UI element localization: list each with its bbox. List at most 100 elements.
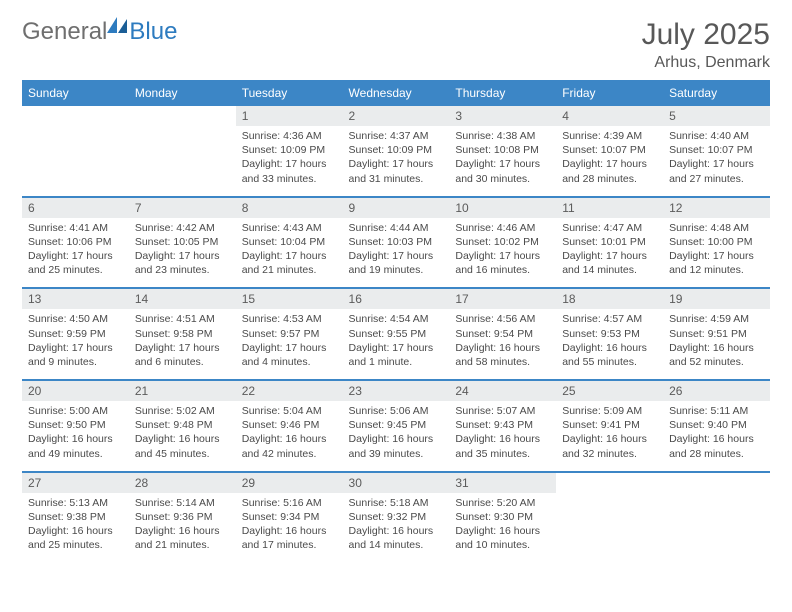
sunrise-line: Sunrise: 5:09 AM [562,404,657,418]
sunset-line: Sunset: 9:57 PM [242,327,337,341]
weekday-header: Monday [129,81,236,105]
sunrise-line: Sunrise: 5:16 AM [242,496,337,510]
sunset-line: Sunset: 10:03 PM [349,235,444,249]
day-number-cell: 28 [129,472,236,493]
day-number-cell: 6 [22,197,129,218]
sunrise-line: Sunrise: 5:00 AM [28,404,123,418]
day-number-cell [22,105,129,126]
sunrise-line: Sunrise: 5:20 AM [455,496,550,510]
day-number-cell: 29 [236,472,343,493]
day-data-row: Sunrise: 5:00 AMSunset: 9:50 PMDaylight:… [22,401,770,472]
day-number-cell: 12 [663,197,770,218]
sunset-line: Sunset: 9:34 PM [242,510,337,524]
daylight-line: Daylight: 16 hours and 49 minutes. [28,432,123,460]
day-data-cell: Sunrise: 4:43 AMSunset: 10:04 PMDaylight… [236,218,343,289]
day-data-row: Sunrise: 4:41 AMSunset: 10:06 PMDaylight… [22,218,770,289]
day-data-cell: Sunrise: 4:48 AMSunset: 10:00 PMDaylight… [663,218,770,289]
day-data-cell: Sunrise: 4:57 AMSunset: 9:53 PMDaylight:… [556,309,663,380]
sunrise-line: Sunrise: 4:36 AM [242,129,337,143]
day-number-cell: 27 [22,472,129,493]
weekday-header: Thursday [449,81,556,105]
day-number-cell: 15 [236,288,343,309]
daylight-line: Daylight: 17 hours and 25 minutes. [28,249,123,277]
day-data-cell: Sunrise: 5:14 AMSunset: 9:36 PMDaylight:… [129,493,236,563]
daylight-line: Daylight: 16 hours and 45 minutes. [135,432,230,460]
sunrise-line: Sunrise: 4:46 AM [455,221,550,235]
day-data-cell: Sunrise: 4:38 AMSunset: 10:08 PMDaylight… [449,126,556,197]
day-data-cell: Sunrise: 4:37 AMSunset: 10:09 PMDaylight… [343,126,450,197]
sunset-line: Sunset: 9:32 PM [349,510,444,524]
daylight-line: Daylight: 16 hours and 35 minutes. [455,432,550,460]
day-number-cell: 3 [449,105,556,126]
day-data-cell [129,126,236,197]
sunset-line: Sunset: 10:06 PM [28,235,123,249]
day-number-cell: 22 [236,380,343,401]
weekday-header: Tuesday [236,81,343,105]
sunset-line: Sunset: 9:58 PM [135,327,230,341]
daylight-line: Daylight: 17 hours and 30 minutes. [455,157,550,185]
daylight-line: Daylight: 17 hours and 1 minute. [349,341,444,369]
day-data-cell: Sunrise: 5:00 AMSunset: 9:50 PMDaylight:… [22,401,129,472]
sunrise-line: Sunrise: 5:13 AM [28,496,123,510]
daylight-line: Daylight: 16 hours and 39 minutes. [349,432,444,460]
day-data-cell: Sunrise: 4:40 AMSunset: 10:07 PMDaylight… [663,126,770,197]
day-data-cell [556,493,663,563]
day-data-cell: Sunrise: 4:56 AMSunset: 9:54 PMDaylight:… [449,309,556,380]
day-number-cell: 26 [663,380,770,401]
daylight-line: Daylight: 17 hours and 9 minutes. [28,341,123,369]
day-number-cell: 24 [449,380,556,401]
day-number-cell: 11 [556,197,663,218]
daylight-line: Daylight: 16 hours and 10 minutes. [455,524,550,552]
sunset-line: Sunset: 10:02 PM [455,235,550,249]
sunrise-line: Sunrise: 4:38 AM [455,129,550,143]
day-data-cell: Sunrise: 4:46 AMSunset: 10:02 PMDaylight… [449,218,556,289]
sunset-line: Sunset: 9:48 PM [135,418,230,432]
day-number-cell: 8 [236,197,343,218]
logo-sail-icon [107,17,127,33]
calendar-table: Sunday Monday Tuesday Wednesday Thursday… [22,80,770,562]
day-data-row: Sunrise: 4:50 AMSunset: 9:59 PMDaylight:… [22,309,770,380]
day-data-cell: Sunrise: 5:13 AMSunset: 9:38 PMDaylight:… [22,493,129,563]
sunset-line: Sunset: 10:08 PM [455,143,550,157]
sunrise-line: Sunrise: 4:37 AM [349,129,444,143]
day-number-cell: 4 [556,105,663,126]
day-data-cell: Sunrise: 4:44 AMSunset: 10:03 PMDaylight… [343,218,450,289]
day-data-cell: Sunrise: 5:20 AMSunset: 9:30 PMDaylight:… [449,493,556,563]
sunset-line: Sunset: 9:51 PM [669,327,764,341]
sunrise-line: Sunrise: 4:56 AM [455,312,550,326]
daylight-line: Daylight: 17 hours and 27 minutes. [669,157,764,185]
sunrise-line: Sunrise: 5:02 AM [135,404,230,418]
day-number-cell: 9 [343,197,450,218]
day-data-row: Sunrise: 4:36 AMSunset: 10:09 PMDaylight… [22,126,770,197]
day-data-cell: Sunrise: 5:02 AMSunset: 9:48 PMDaylight:… [129,401,236,472]
day-number-cell: 13 [22,288,129,309]
day-data-row: Sunrise: 5:13 AMSunset: 9:38 PM Daylight:… [22,493,770,563]
daylight-line: Daylight: 17 hours and 21 minutes. [242,249,337,277]
day-number-cell: 19 [663,288,770,309]
day-data-cell: Sunrise: 5:16 AMSunset: 9:34 PMDaylight:… [236,493,343,563]
weekday-header-row: Sunday Monday Tuesday Wednesday Thursday… [22,81,770,105]
daylight-line: Daylight: 17 hours and 33 minutes. [242,157,337,185]
daylight-line: Daylight: 17 hours and 14 minutes. [562,249,657,277]
sunset-line: Sunset: 9:41 PM [562,418,657,432]
sunrise-line: Sunrise: 4:47 AM [562,221,657,235]
sunset-line: Sunset: 10:07 PM [669,143,764,157]
sunrise-line: Sunrise: 4:50 AM [28,312,123,326]
sunrise-line: Sunrise: 4:44 AM [349,221,444,235]
day-number-cell: 14 [129,288,236,309]
daylight-line: Daylight: 17 hours and 4 minutes. [242,341,337,369]
sunset-line: Sunset: 10:04 PM [242,235,337,249]
sunset-line: Sunset: 10:09 PM [242,143,337,157]
logo: General Blue [22,18,177,46]
sunset-line: Sunset: 9:46 PM [242,418,337,432]
day-data-cell: Sunrise: 5:18 AMSunset: 9:32 PMDaylight:… [343,493,450,563]
day-number-row: 13141516171819 [22,288,770,309]
sunrise-line: Sunrise: 4:54 AM [349,312,444,326]
day-number-row: 6789101112 [22,197,770,218]
daylight-line: Daylight: 17 hours and 23 minutes. [135,249,230,277]
sunset-line: Sunset: 9:38 PM [28,510,123,524]
day-data-cell: Sunrise: 4:47 AMSunset: 10:01 PMDaylight… [556,218,663,289]
day-number-cell: 21 [129,380,236,401]
day-number-cell: 16 [343,288,450,309]
day-data-cell: Sunrise: 4:50 AMSunset: 9:59 PMDaylight:… [22,309,129,380]
